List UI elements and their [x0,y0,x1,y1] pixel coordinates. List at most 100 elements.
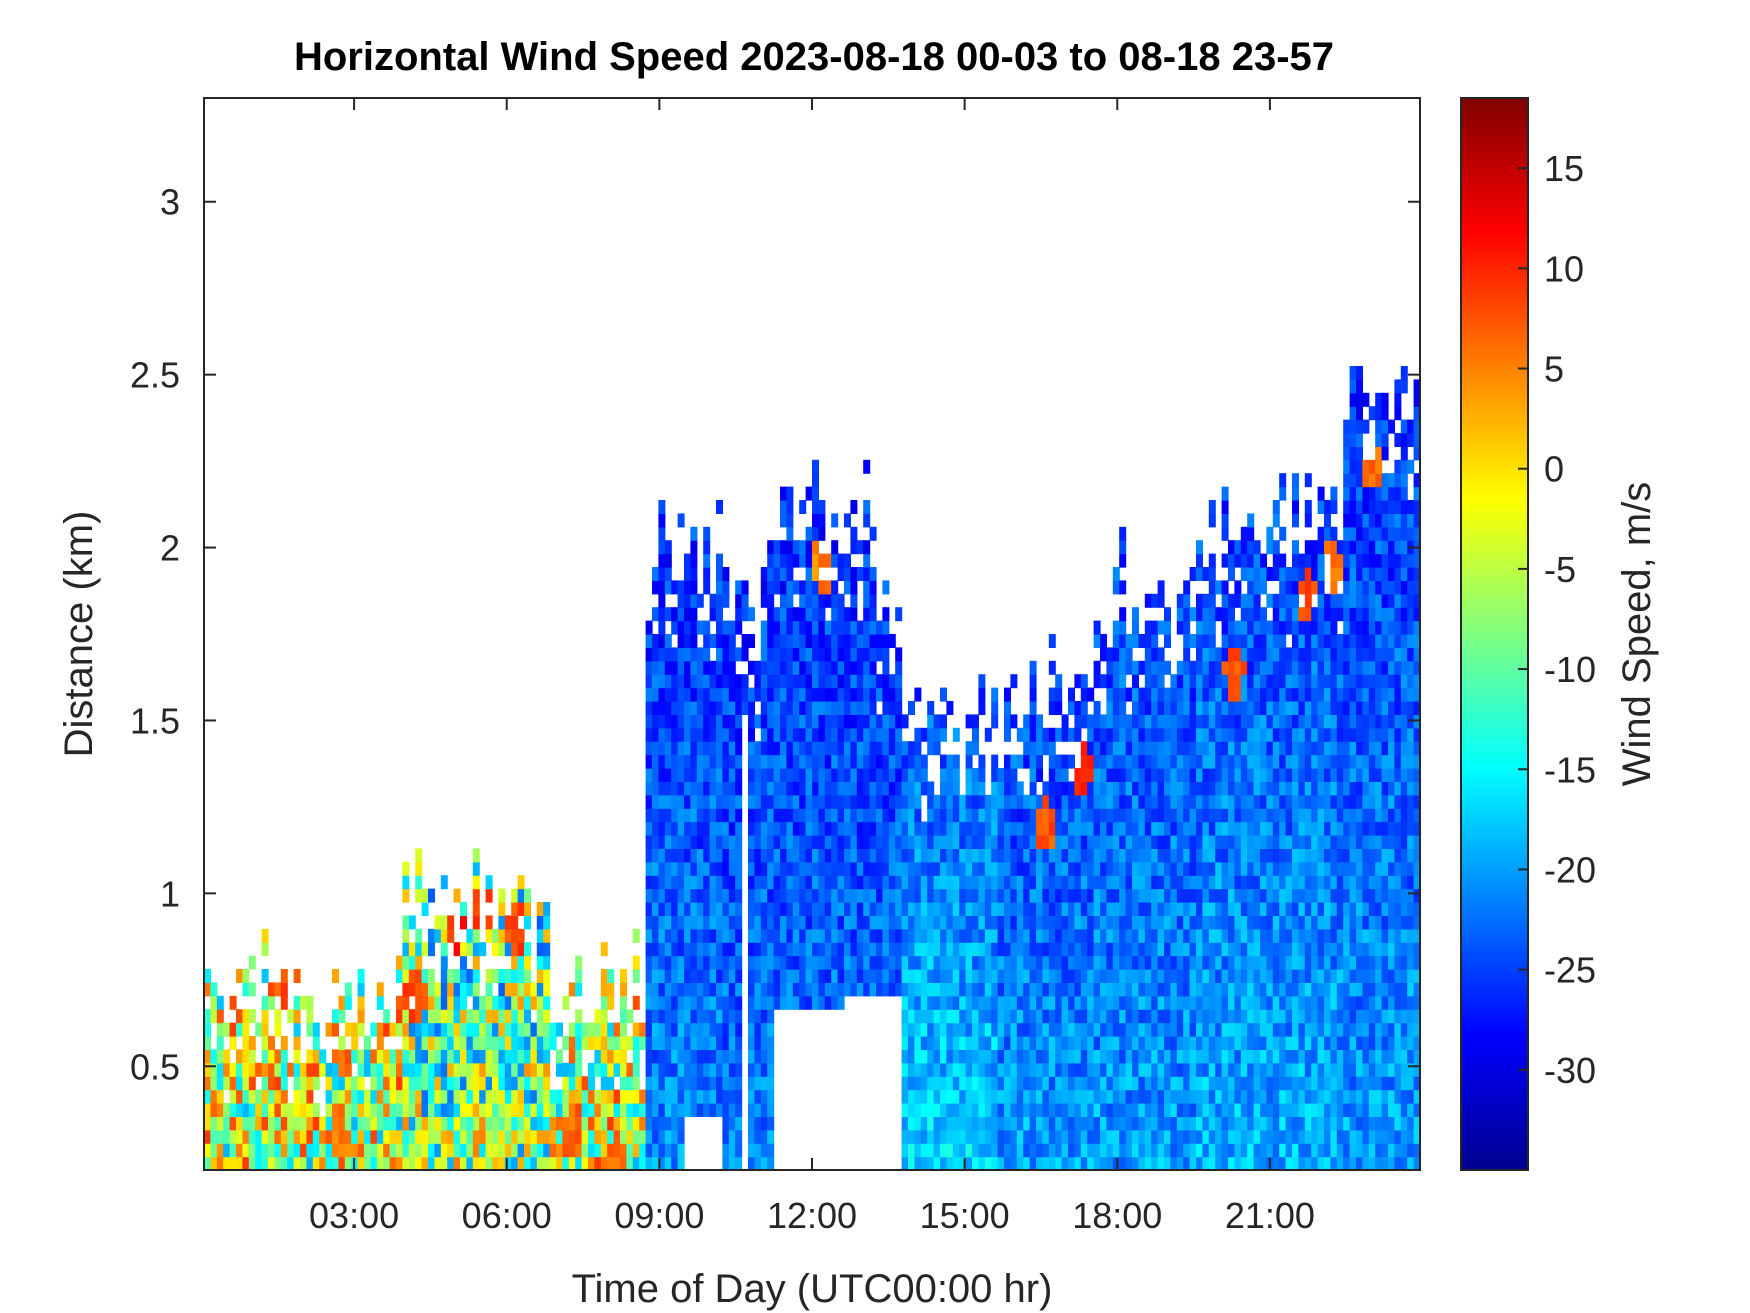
heatmap-cell [1285,741,1293,756]
heatmap-cell [709,781,717,796]
heatmap-cell [453,1156,461,1171]
heatmap-cell [428,1076,435,1091]
heatmap-cell [818,861,826,876]
heatmap-cell [613,1143,621,1158]
heatmap-cell [1189,915,1197,930]
heatmap-cell [722,580,730,595]
heatmap-cell [1253,888,1261,903]
heatmap-cell [786,955,794,970]
heatmap-cell [812,915,819,930]
heatmap-cell [408,915,416,930]
heatmap-cell [1055,888,1063,903]
heatmap-cell [1279,1089,1287,1104]
heatmap-cell [1132,969,1139,983]
heatmap-cell [844,808,851,823]
heatmap-cell [236,1129,243,1144]
heatmap-cell [946,955,954,970]
heatmap-cell [664,821,672,836]
heatmap-cell [1208,1062,1216,1077]
heatmap-cell [1112,1089,1120,1104]
heatmap-cell [325,1076,333,1091]
heatmap-cell [908,781,915,796]
heatmap-cell [1132,727,1139,742]
heatmap-cell [863,741,871,756]
heatmap-cell [799,620,807,635]
heatmap-cell [978,768,986,782]
heatmap-cell [1010,1076,1018,1091]
heatmap-cell [837,553,845,568]
heatmap-cell [1292,754,1299,769]
heatmap-cell [748,1156,755,1171]
heatmap-cell [1061,781,1069,796]
heatmap-cell [479,1129,487,1144]
heatmap-cell [1266,1103,1274,1117]
heatmap-cell [1055,754,1063,769]
heatmap-cell [1272,634,1280,648]
heatmap-cell [1042,928,1050,943]
heatmap-cell [472,1022,480,1037]
heatmap-cell [1208,821,1216,836]
heatmap-cell [626,1089,634,1104]
heatmap-cell [978,955,986,970]
heatmap-cell [1221,486,1229,501]
heatmap-cell [703,1049,711,1064]
heatmap-cell [1100,928,1107,943]
heatmap-cell [844,794,851,809]
heatmap-cell [754,861,762,876]
heatmap-cell [1189,634,1197,648]
heatmap-cell [223,1049,231,1064]
heatmap-cell [1036,821,1043,836]
heatmap-cell [1023,1076,1031,1091]
heatmap-cell [1189,821,1197,836]
heatmap-cell [1055,1076,1063,1091]
heatmap-cell [472,1036,480,1050]
heatmap-cell [575,1103,583,1117]
heatmap-cell [466,942,474,957]
heatmap-cell [716,848,723,863]
heatmap-cell [1106,982,1114,997]
heatmap-cell [767,701,775,715]
heatmap-cell [332,1116,339,1131]
heatmap-cell [677,768,685,782]
heatmap-cell [1247,593,1255,608]
heatmap-cell [748,1143,755,1158]
heatmap-cell [684,607,691,622]
heatmap-cell [722,955,730,970]
heatmap-cell [1234,727,1242,742]
heatmap-cell [1074,1143,1082,1158]
heatmap-cell [895,928,903,943]
heatmap-cell [1093,1049,1101,1064]
heatmap-cell [991,875,999,890]
heatmap-cell [210,1062,218,1077]
heatmap-cell [709,1076,717,1091]
heatmap-cell [671,741,679,756]
heatmap-cell [1125,955,1133,970]
heatmap-cell [1138,955,1146,970]
heatmap-cell [1164,1049,1171,1064]
heatmap-cell [773,915,781,930]
heatmap-cell [1004,1116,1011,1131]
heatmap-cell [767,674,775,689]
heatmap-cell [908,995,915,1010]
heatmap-cell [658,741,666,756]
heatmap-cell [735,781,743,796]
heatmap-cell [754,1009,762,1024]
heatmap-cell [1068,821,1075,836]
heatmap-cell [1164,835,1171,849]
heatmap-cell [1164,915,1171,930]
heatmap-cell [504,1036,512,1050]
heatmap-cell [991,1116,999,1131]
heatmap-cell [696,821,704,836]
heatmap-cell [504,1143,512,1158]
heatmap-cell [991,1129,999,1144]
heatmap-cell [831,553,839,568]
heatmap-cell [927,781,935,796]
heatmap-cell [984,942,992,957]
heatmap-cell [780,500,787,514]
heatmap-cell [620,1036,627,1050]
heatmap-cell [844,714,851,729]
heatmap-cell [1247,754,1255,769]
heatmap-cell [1004,955,1011,970]
heatmap-cell [485,1062,493,1077]
heatmap-cell [959,1129,967,1144]
